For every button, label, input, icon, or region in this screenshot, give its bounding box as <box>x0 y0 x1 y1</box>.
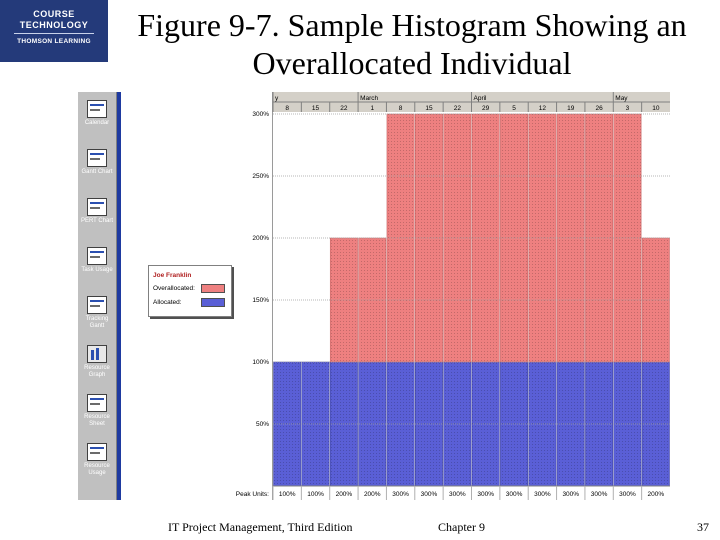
resource-histogram: y March April May 8 15 22 1 8 15 22 29 5 12 19 26 3 10 50%… <box>236 92 670 500</box>
view-button-calendar[interactable]: Calendar <box>78 100 116 127</box>
month-label: April <box>474 95 488 102</box>
week-label: 22 <box>340 105 348 112</box>
y-tick-label: 50% <box>256 421 269 428</box>
histogram-svg: y March April May 8 15 22 1 8 15 22 29 5 12 19 26 3 10 50%… <box>236 92 670 500</box>
peak-units-value: 300% <box>477 491 494 498</box>
view-bar-divider <box>117 92 121 500</box>
view-button-label: Resource Sheet <box>84 414 110 427</box>
y-tick-label: 100% <box>252 359 269 366</box>
view-button-resource-sheet[interactable]: Resource Sheet <box>78 394 116 428</box>
peak-units-value: 200% <box>336 491 353 498</box>
view-button-label: Calendar <box>84 120 110 126</box>
gantt-chart-icon <box>87 149 107 167</box>
week-label: 5 <box>512 105 516 112</box>
week-label: 26 <box>595 105 603 112</box>
month-label: March <box>360 95 378 102</box>
peak-units-value: 100% <box>307 491 324 498</box>
resource-legend-pane: Joe Franklin Overallocated: Allocated: <box>121 92 273 500</box>
view-button-task-usage[interactable]: Task Usage <box>78 247 116 274</box>
week-label: 10 <box>652 105 660 112</box>
peak-units-value: 300% <box>421 491 438 498</box>
week-label: 15 <box>425 105 433 112</box>
month-label: May <box>615 95 628 102</box>
view-button-label: Resource Usage <box>84 463 110 476</box>
footer-page-number: 37 <box>697 520 709 534</box>
y-tick-label: 200% <box>252 235 269 242</box>
week-label: 8 <box>399 105 403 112</box>
peak-units-value: 200% <box>648 491 665 498</box>
week-label: 12 <box>539 105 547 112</box>
week-label: 15 <box>312 105 320 112</box>
view-button-resource-graph[interactable]: Resource Graph <box>78 345 116 379</box>
view-button-gantt-chart[interactable]: Gantt Chart <box>78 149 116 176</box>
view-button-tracking-gantt[interactable]: Tracking Gantt <box>78 296 116 330</box>
resource-sheet-icon <box>87 394 107 412</box>
y-tick-label: 300% <box>252 111 269 118</box>
peak-units-value: 300% <box>534 491 551 498</box>
view-button-pert-chart[interactable]: PERT Chart <box>78 198 116 225</box>
slide-title: Figure 9-7. Sample Histogram Showing an … <box>137 7 687 81</box>
peak-units-value: 300% <box>506 491 523 498</box>
view-bar: Calendar Gantt Chart PERT Chart Task Usage T… <box>78 92 117 500</box>
week-label: 3 <box>626 105 630 112</box>
legend-overallocated-label: Overallocated: <box>153 285 195 292</box>
peak-units-value: 200% <box>364 491 381 498</box>
peak-units-label: Peak Units: <box>236 491 269 498</box>
legend-box: Joe Franklin Overallocated: Allocated: <box>148 265 232 317</box>
y-tick-label: 250% <box>252 173 269 180</box>
task-usage-icon <box>87 247 107 265</box>
pert-chart-icon <box>87 198 107 216</box>
publisher-logo: COURSE TECHNOLOGY THOMSON LEARNING <box>0 0 108 62</box>
tracking-gantt-icon <box>87 296 107 314</box>
peak-units-value: 300% <box>392 491 409 498</box>
footer-chapter: Chapter 9 <box>438 520 485 534</box>
month-label: y <box>275 95 279 102</box>
week-label: 29 <box>482 105 490 112</box>
logo-line-technology: TECHNOLOGY <box>19 20 89 30</box>
view-button-label: Task Usage <box>81 267 113 273</box>
legend-resource-name: Joe Franklin <box>153 272 192 279</box>
week-label: 19 <box>567 105 575 112</box>
legend-allocated-swatch <box>201 298 225 307</box>
view-button-label: Resource Graph <box>84 365 110 378</box>
view-button-label: PERT Chart <box>80 218 114 224</box>
legend-allocated-label: Allocated: <box>153 299 182 306</box>
peak-units-value: 300% <box>619 491 636 498</box>
resource-usage-icon <box>87 443 107 461</box>
resource-graph-icon <box>87 345 107 363</box>
legend-overallocated-swatch <box>201 284 225 293</box>
logo-line-thomson: THOMSON LEARNING <box>17 38 91 45</box>
footer-book-title: IT Project Management, Third Edition <box>168 520 353 534</box>
peak-units-value: 300% <box>562 491 579 498</box>
week-label: 8 <box>285 105 289 112</box>
week-label: 22 <box>454 105 462 112</box>
week-label: 1 <box>370 105 374 112</box>
view-button-resource-usage[interactable]: Resource Usage <box>78 443 116 477</box>
y-tick-label: 150% <box>252 297 269 304</box>
view-button-label: Gantt Chart <box>81 169 113 175</box>
peak-units-value: 300% <box>591 491 608 498</box>
calendar-icon <box>87 100 107 118</box>
logo-divider <box>14 33 94 34</box>
peak-units-value: 100% <box>279 491 296 498</box>
view-button-label: Tracking Gantt <box>85 316 109 329</box>
peak-units-value: 300% <box>449 491 466 498</box>
ms-project-window: Calendar Gantt Chart PERT Chart Task Usage T… <box>78 92 670 500</box>
logo-line-course: COURSE <box>33 9 75 19</box>
